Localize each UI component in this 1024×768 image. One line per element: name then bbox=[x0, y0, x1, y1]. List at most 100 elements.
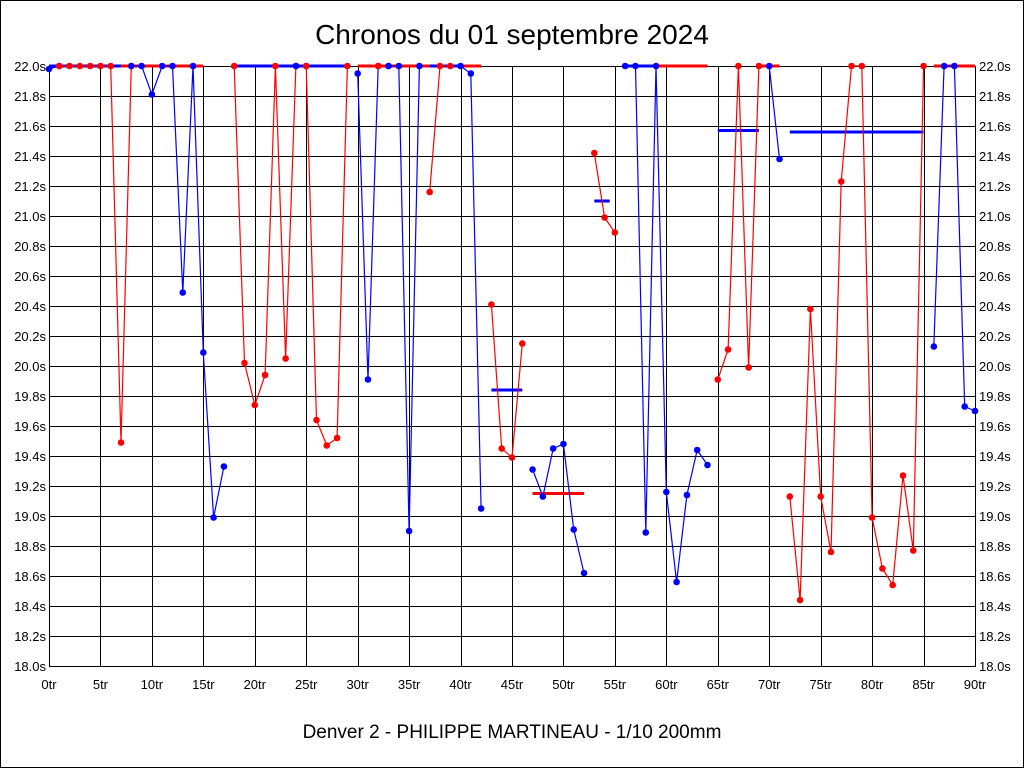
data-point bbox=[488, 301, 495, 308]
data-point bbox=[683, 491, 691, 499]
data-point bbox=[837, 178, 845, 185]
y-tick-label-left: 18.4s bbox=[14, 599, 46, 614]
data-point bbox=[66, 62, 73, 70]
data-point bbox=[971, 407, 979, 415]
data-point bbox=[786, 493, 794, 500]
data-point bbox=[344, 62, 351, 70]
y-tick-label-right: 21.6s bbox=[979, 119, 1011, 134]
data-point bbox=[673, 578, 680, 586]
data-point bbox=[518, 340, 526, 347]
data-point bbox=[302, 62, 310, 70]
x-tick-label: 20tr bbox=[244, 677, 267, 692]
series-line bbox=[131, 65, 225, 518]
data-point bbox=[86, 62, 94, 70]
data-point bbox=[735, 62, 742, 70]
data-point bbox=[446, 62, 454, 70]
data-point bbox=[858, 62, 866, 70]
data-point bbox=[508, 454, 516, 461]
data-point bbox=[580, 569, 588, 577]
data-point bbox=[467, 70, 475, 77]
data-point bbox=[313, 416, 320, 424]
series-line bbox=[532, 443, 585, 574]
x-tick-label: 45tr bbox=[501, 677, 524, 692]
x-tick-label: 80tr bbox=[861, 677, 884, 692]
data-point bbox=[920, 62, 927, 70]
data-point bbox=[539, 493, 547, 500]
data-point bbox=[796, 596, 804, 604]
series-line bbox=[789, 65, 925, 601]
y-tick-label-left: 21.6s bbox=[14, 119, 46, 134]
x-tick-label: 5tr bbox=[93, 677, 109, 692]
data-point bbox=[107, 62, 115, 70]
y-tick-label-left: 20.0s bbox=[14, 359, 46, 374]
data-point bbox=[663, 488, 670, 496]
y-tick-label-right: 19.2s bbox=[979, 479, 1011, 494]
data-point bbox=[611, 229, 619, 236]
data-point bbox=[868, 514, 876, 521]
series-line bbox=[490, 304, 523, 459]
data-point bbox=[395, 62, 403, 70]
data-point bbox=[498, 445, 506, 452]
data-point bbox=[55, 62, 63, 70]
data-point bbox=[354, 70, 361, 77]
x-tick-label: 25tr bbox=[295, 677, 318, 692]
data-point bbox=[632, 62, 639, 70]
x-tick-label: 40tr bbox=[449, 677, 472, 692]
data-point bbox=[693, 446, 701, 454]
x-tick-label: 60tr bbox=[655, 677, 678, 692]
y-tick-label-right: 20.2s bbox=[979, 329, 1011, 344]
y-tick-label-left: 21.8s bbox=[14, 89, 46, 104]
data-point bbox=[807, 305, 814, 313]
y-tick-label-right: 20.4s bbox=[979, 299, 1011, 314]
series-line bbox=[429, 65, 451, 193]
y-tick-label-left: 18.8s bbox=[14, 539, 46, 554]
data-point bbox=[879, 565, 886, 572]
data-point bbox=[200, 349, 207, 356]
data-point bbox=[529, 466, 536, 473]
data-point bbox=[220, 463, 228, 470]
plot-border bbox=[49, 66, 976, 667]
y-tick-label-right: 22.0s bbox=[979, 59, 1011, 74]
y-tick-label-left: 21.4s bbox=[14, 149, 46, 164]
data-point bbox=[652, 62, 660, 70]
y-tick-label-right: 19.6s bbox=[979, 419, 1011, 434]
data-point bbox=[899, 472, 907, 479]
data-point bbox=[570, 526, 578, 533]
grid-lines bbox=[49, 66, 976, 667]
y-tick-label-right: 20.0s bbox=[979, 359, 1011, 374]
data-point bbox=[230, 62, 238, 70]
data-point bbox=[364, 376, 372, 383]
series-line bbox=[388, 65, 420, 532]
y-tick-label-left: 20.6s bbox=[14, 269, 46, 284]
data-point bbox=[704, 461, 711, 469]
data-point bbox=[961, 403, 969, 410]
y-tick-label-left: 19.0s bbox=[14, 509, 46, 524]
data-point bbox=[385, 62, 392, 70]
data-point bbox=[138, 62, 145, 70]
data-point bbox=[416, 62, 423, 70]
data-point bbox=[930, 343, 938, 350]
data-point bbox=[76, 62, 84, 70]
data-point bbox=[745, 364, 752, 371]
data-point bbox=[45, 65, 53, 73]
data-point bbox=[457, 62, 464, 70]
series-line bbox=[768, 65, 781, 160]
y-tick-label-left: 18.2s bbox=[14, 629, 46, 644]
series-line bbox=[357, 65, 379, 380]
series-line bbox=[233, 65, 297, 408]
data-point bbox=[560, 440, 567, 448]
data-point bbox=[179, 289, 187, 296]
data-point bbox=[827, 548, 835, 556]
data-point bbox=[97, 62, 104, 70]
y-tick-label-left: 19.8s bbox=[14, 389, 46, 404]
series-line bbox=[717, 65, 760, 380]
y-tick-label-left: 21.2s bbox=[14, 179, 46, 194]
data-point bbox=[951, 62, 958, 70]
y-tick-label-left: 22.0s bbox=[14, 59, 46, 74]
y-tick-label-right: 18.4s bbox=[979, 599, 1011, 614]
data-point bbox=[169, 62, 176, 70]
data-point bbox=[549, 445, 557, 452]
x-tick-label: 15tr bbox=[192, 677, 215, 692]
y-tick-label-left: 19.4s bbox=[14, 449, 46, 464]
